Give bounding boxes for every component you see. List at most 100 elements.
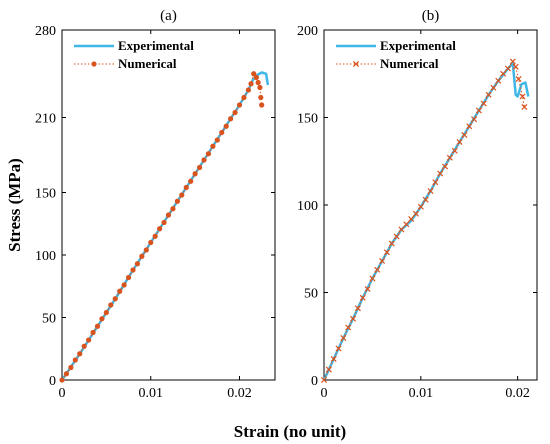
data-point-numerical bbox=[248, 81, 254, 87]
data-point-numerical bbox=[512, 63, 519, 70]
data-point-numerical bbox=[480, 100, 487, 107]
data-point-numerical bbox=[519, 93, 526, 100]
y-tick-label: 100 bbox=[35, 249, 56, 264]
data-point-numerical bbox=[340, 334, 347, 342]
legend-label-numerical: Numerical bbox=[380, 56, 439, 71]
data-point-numerical bbox=[90, 329, 96, 336]
data-point-numerical bbox=[139, 253, 145, 259]
data-point-numerical bbox=[183, 184, 189, 191]
data-point-numerical bbox=[259, 102, 265, 108]
data-point-numerical bbox=[223, 123, 229, 129]
x-tick-label: 0.02 bbox=[227, 386, 252, 401]
chart-panel-a: (a) 0 0.01 0.02 0 50 100 150 210 280 Experimental N… bbox=[35, 8, 276, 401]
data-point-numerical bbox=[130, 267, 136, 273]
data-point-numerical bbox=[521, 103, 528, 111]
data-point-numerical bbox=[228, 116, 234, 122]
x-tick-label: 0.01 bbox=[139, 386, 164, 401]
data-point-numerical bbox=[174, 198, 180, 204]
data-point-numerical bbox=[81, 343, 87, 349]
data-point-numerical bbox=[219, 129, 225, 136]
data-point-numerical bbox=[466, 123, 473, 130]
data-point-numerical bbox=[99, 316, 105, 322]
data-point-numerical bbox=[383, 249, 390, 256]
data-point-numerical bbox=[232, 109, 238, 116]
data-point-numerical bbox=[451, 147, 458, 154]
y-tick-label: 210 bbox=[35, 112, 56, 127]
data-point-numerical bbox=[350, 315, 357, 322]
series-line-numerical bbox=[61, 73, 263, 381]
data-point-numerical bbox=[422, 196, 429, 203]
data-point-numerical bbox=[495, 77, 502, 84]
data-point-numerical bbox=[393, 233, 400, 240]
data-point-numerical bbox=[253, 74, 259, 81]
x-tick-label: 0.02 bbox=[505, 386, 530, 401]
y-tick-label: 100 bbox=[297, 199, 318, 214]
series-line-experimental bbox=[322, 62, 530, 381]
data-point-numerical bbox=[504, 65, 511, 72]
data-point-numerical bbox=[196, 164, 203, 171]
y-tick-label: 150 bbox=[35, 187, 56, 202]
data-point-numerical bbox=[152, 233, 158, 239]
data-point-numerical bbox=[417, 203, 424, 210]
data-point-numerical bbox=[117, 288, 123, 294]
data-point-numerical bbox=[471, 116, 478, 123]
data-point-numerical bbox=[412, 210, 420, 217]
data-point-numerical bbox=[432, 179, 439, 186]
data-point-numerical bbox=[165, 212, 172, 218]
data-point-numerical bbox=[148, 239, 154, 246]
data-point-numerical bbox=[437, 170, 444, 177]
x-tick-label: 0 bbox=[321, 386, 328, 401]
data-point-numerical bbox=[108, 302, 114, 308]
legend-label-experimental: Experimental bbox=[118, 38, 194, 53]
data-point-numerical bbox=[192, 171, 198, 177]
data-point-numerical bbox=[134, 261, 141, 267]
data-point-numerical bbox=[257, 84, 263, 91]
chart-panel-b: (b) 0 0.01 0.02 0 50 100 150 200 Experimental Nume… bbox=[297, 8, 538, 401]
x-tick-label: 0.01 bbox=[409, 386, 434, 401]
data-point-numerical bbox=[72, 357, 78, 363]
data-point-numerical bbox=[255, 79, 261, 86]
legend-label-experimental: Experimental bbox=[380, 38, 456, 53]
data-point-numerical bbox=[379, 257, 386, 265]
data-point-numerical bbox=[112, 296, 118, 302]
data-point-numerical bbox=[485, 91, 492, 98]
data-point-numerical bbox=[251, 71, 257, 77]
data-point-numerical bbox=[364, 285, 371, 293]
panel-title: (a) bbox=[160, 8, 177, 24]
data-point-numerical bbox=[157, 226, 163, 232]
x-axis-label: Strain (no unit) bbox=[234, 422, 346, 441]
y-tick-label: 50 bbox=[304, 287, 318, 302]
data-point-numerical bbox=[161, 219, 167, 226]
data-point-numerical bbox=[325, 366, 332, 373]
y-axis-label: Stress (MPa) bbox=[5, 158, 24, 252]
data-point-numerical bbox=[188, 178, 194, 184]
data-point-numerical bbox=[214, 137, 220, 143]
y-tick-label: 0 bbox=[311, 374, 318, 389]
data-point-numerical bbox=[59, 377, 65, 383]
data-point-numerical bbox=[461, 131, 468, 139]
data-point-numerical bbox=[121, 282, 127, 288]
data-point-numerical bbox=[475, 107, 482, 114]
data-point-numerical bbox=[103, 309, 109, 316]
data-point-numerical bbox=[398, 226, 405, 233]
data-point-numerical bbox=[170, 206, 176, 212]
data-point-numerical bbox=[500, 70, 507, 77]
data-point-numerical bbox=[408, 215, 415, 223]
legend-marker-numerical bbox=[91, 61, 97, 67]
data-point-numerical bbox=[94, 323, 101, 329]
data-point-numerical bbox=[143, 247, 149, 253]
data-point-numerical bbox=[456, 138, 463, 146]
data-point-numerical bbox=[509, 58, 516, 65]
data-point-numerical bbox=[179, 192, 185, 198]
data-point-numerical bbox=[205, 151, 212, 157]
data-point-numerical bbox=[515, 75, 522, 83]
data-point-numerical bbox=[354, 305, 361, 312]
data-point-numerical bbox=[388, 240, 395, 247]
data-point-numerical bbox=[369, 275, 376, 282]
y-tick-label: 50 bbox=[42, 312, 56, 327]
y-tick-label: 200 bbox=[297, 24, 318, 39]
plot-frame bbox=[323, 29, 538, 381]
data-point-numerical bbox=[446, 154, 453, 161]
panel-title: (b) bbox=[422, 8, 440, 24]
data-point-numerical bbox=[359, 294, 366, 301]
